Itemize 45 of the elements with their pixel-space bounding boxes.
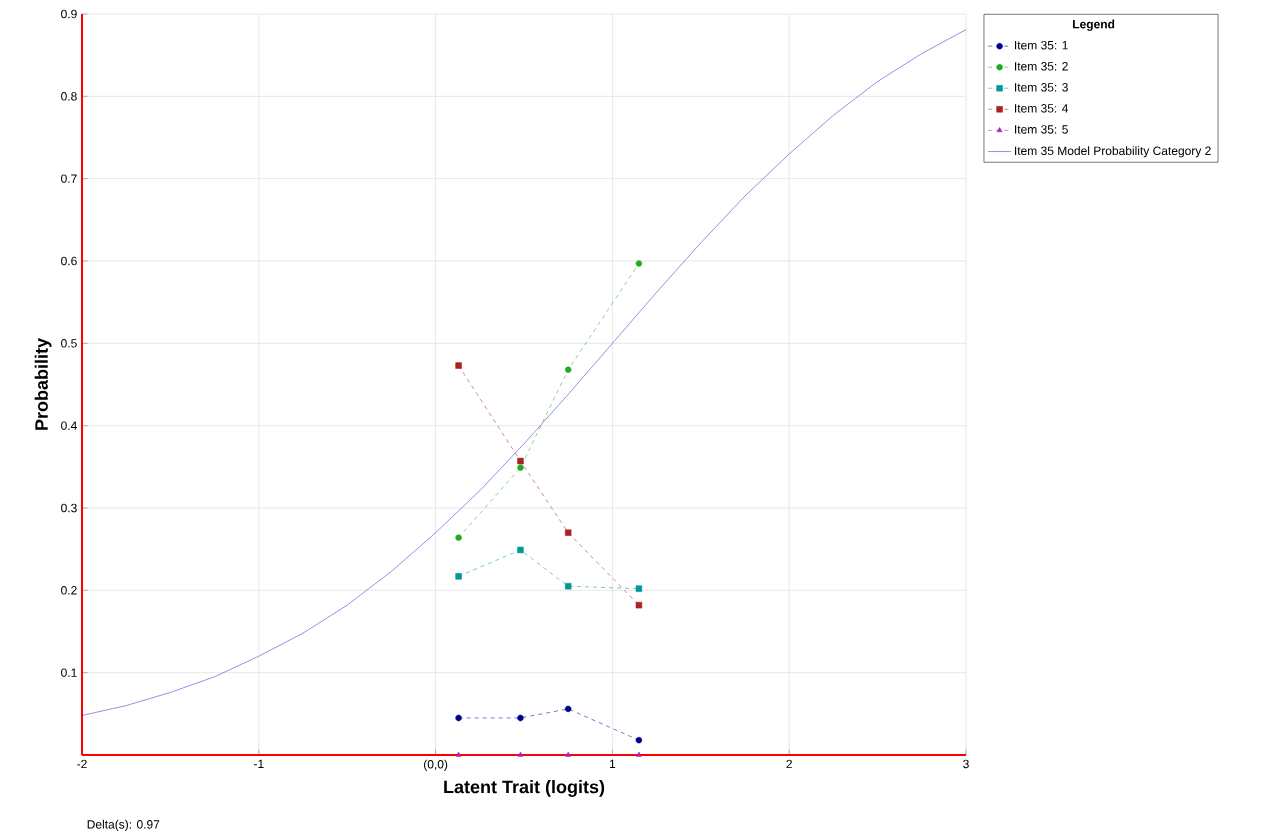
- point: [635, 601, 643, 609]
- point: [635, 585, 643, 592]
- x-tick-label: -2: [77, 759, 87, 769]
- point: [455, 573, 462, 580]
- y-tick-label: 0.5: [61, 339, 77, 348]
- point: [455, 362, 462, 369]
- x-tick-label: 1: [609, 759, 616, 768]
- y-tick-label: 0.9: [61, 9, 77, 19]
- y-tick-label: 0.8: [61, 92, 77, 101]
- y-tick-label: 0.4: [61, 421, 77, 430]
- x-tick-label: 2: [786, 759, 792, 769]
- point: [565, 751, 572, 757]
- legend-label: Item 35: 5: [1015, 125, 1068, 134]
- legend-label: Item 35 Model Probability Category 2: [1015, 146, 1211, 158]
- text: Delta(s): 0.97: [87, 819, 160, 831]
- point: [636, 751, 642, 757]
- y-tick-label: 0.2: [61, 586, 77, 595]
- point: [455, 534, 462, 541]
- y-axis-title: Probability: [34, 338, 52, 430]
- y-tick-label: 0.6: [61, 256, 77, 266]
- x-axis-title: Latent Trait (logits): [444, 780, 605, 797]
- x-tick-label: (0,0): [424, 759, 448, 771]
- point: [455, 751, 462, 757]
- point: [565, 705, 572, 713]
- point: [517, 546, 524, 554]
- point: [455, 714, 462, 722]
- point: [635, 736, 643, 744]
- point: [565, 366, 572, 373]
- point: [565, 529, 572, 536]
- point: [517, 751, 524, 757]
- point: [517, 464, 524, 471]
- legend-label: Item 35: 4: [1015, 104, 1069, 113]
- legend-label: Item 35: 3: [1015, 83, 1068, 92]
- x-tick-label: 3: [963, 759, 969, 769]
- y-tick-label: 0.3: [61, 503, 77, 513]
- point: [517, 714, 524, 722]
- legend-label: Item 35: 2: [1015, 62, 1068, 71]
- y-tick-label: 0.1: [61, 668, 77, 677]
- x-tick-label: -1: [254, 759, 264, 768]
- y-tick-label: 0.7: [61, 174, 77, 183]
- point: [565, 583, 572, 590]
- legend-label: Item 35: 1: [1015, 40, 1068, 50]
- point: [635, 260, 643, 267]
- point: [517, 457, 524, 465]
- legend-title: Legend: [1073, 19, 1115, 31]
